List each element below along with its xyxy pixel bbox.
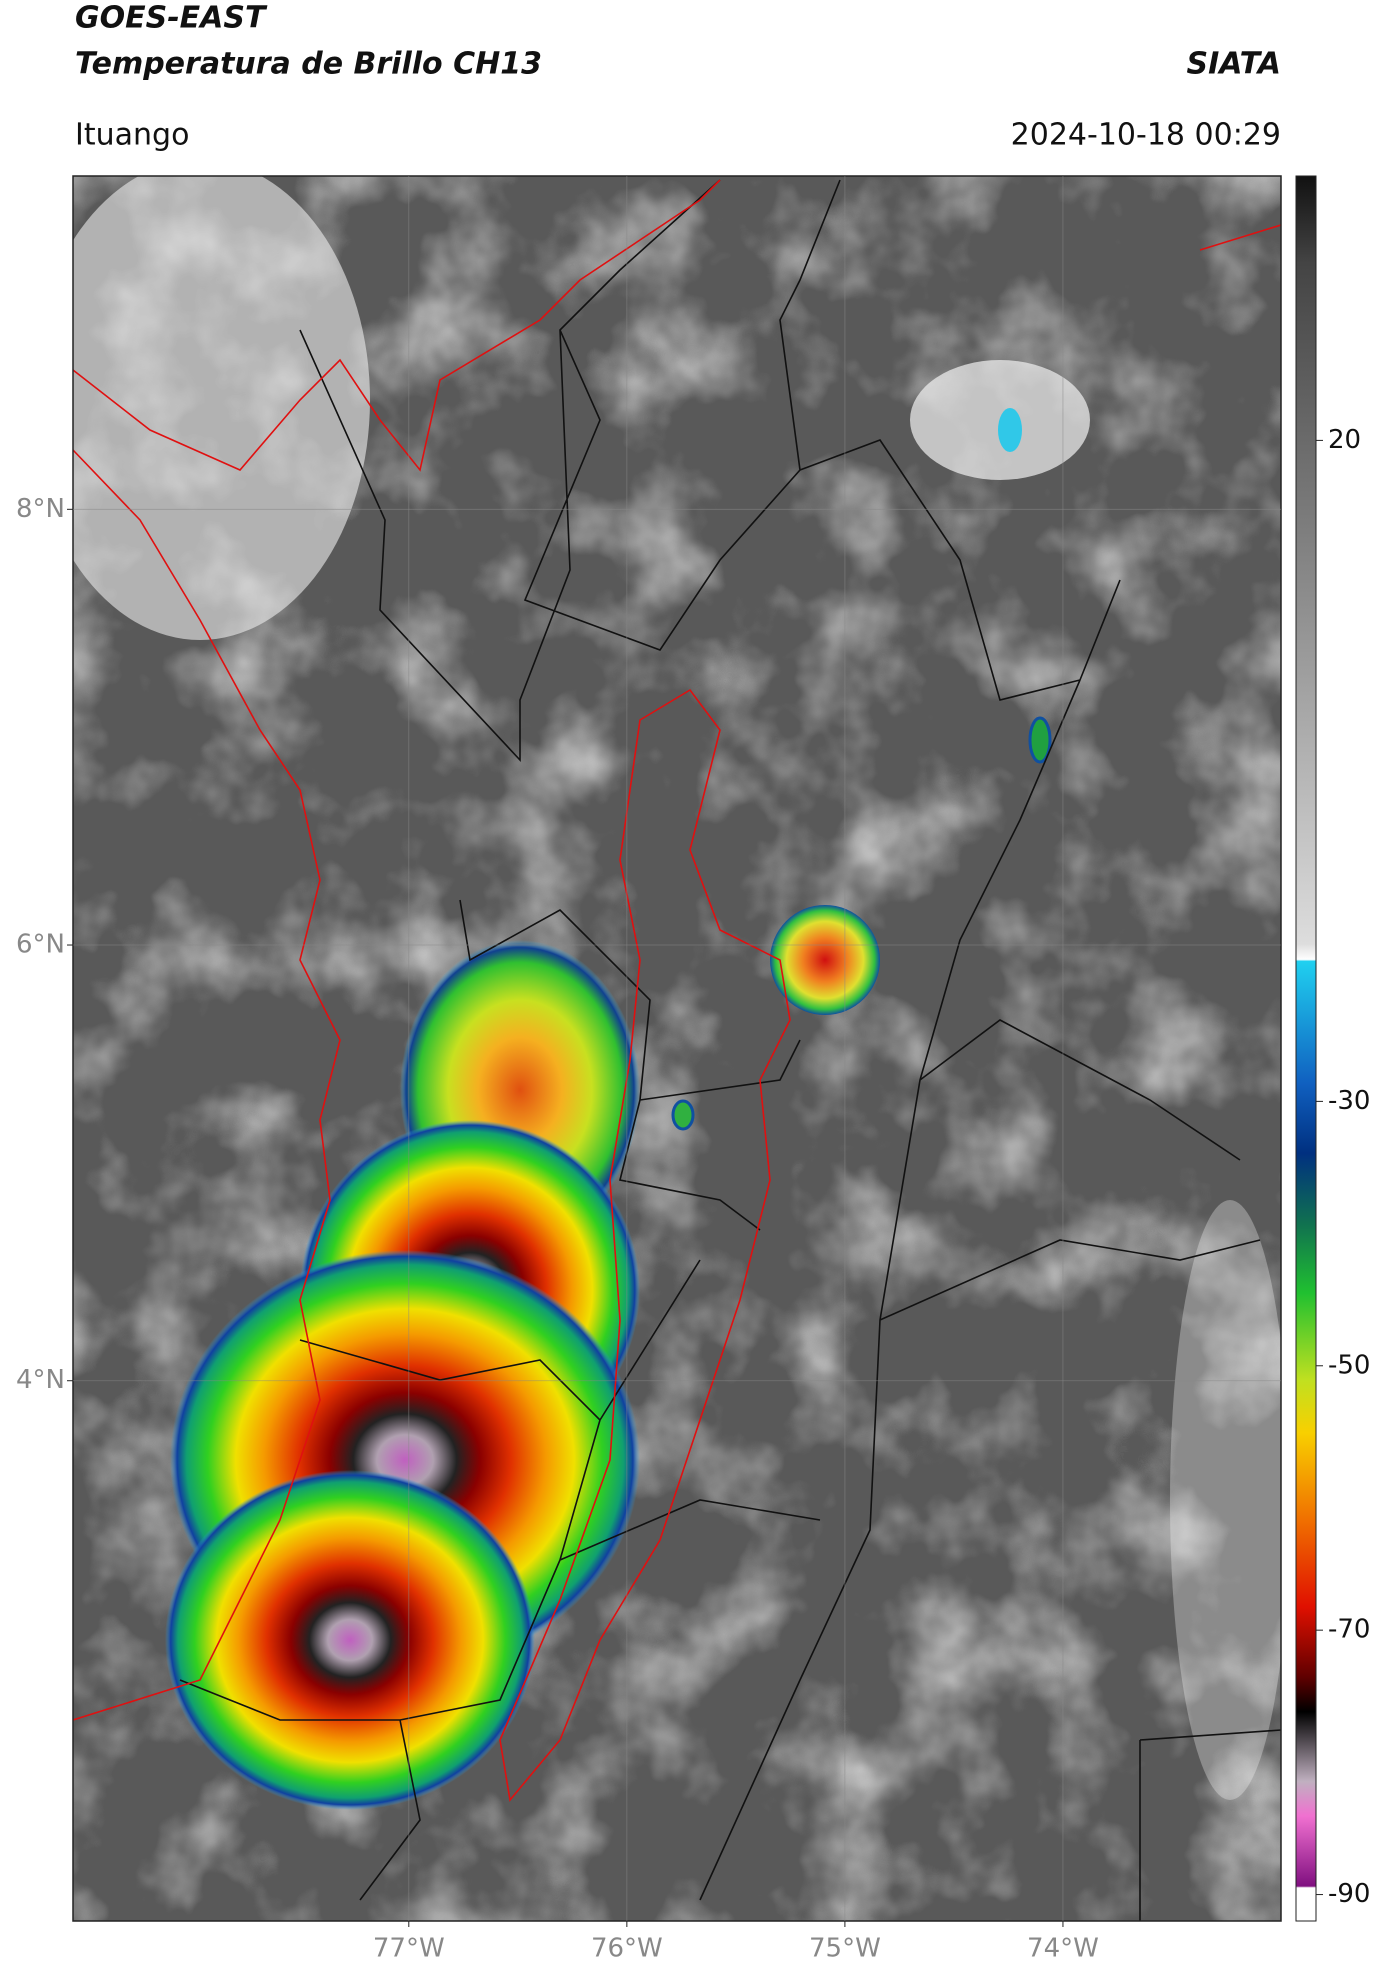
map-frame — [72, 175, 1282, 1922]
storm-cell — [671, 1099, 695, 1131]
x-tick-label: 74°W — [1027, 1934, 1099, 1964]
storm-cell — [1028, 716, 1052, 764]
admin-borders — [179, 179, 1281, 1921]
storm — [770, 905, 880, 1015]
title: GOES-EAST — [75, 1, 268, 36]
storm-cell — [998, 408, 1022, 452]
datetime: 2024-10-18 00:29 — [1011, 118, 1281, 153]
x-tick-label: 77°W — [373, 1934, 445, 1964]
colorbar-tick-label: -30 — [1328, 1086, 1370, 1116]
map — [73, 176, 1281, 1921]
cloud — [73, 176, 370, 640]
colorbar — [1295, 175, 1317, 1922]
y-tick-label: 6°N — [16, 930, 65, 960]
source: SIATA — [1187, 47, 1281, 82]
colorbar-tick-label: 20 — [1328, 425, 1361, 455]
location: Ituango — [75, 118, 189, 153]
y-tick-label: 4°N — [16, 1365, 65, 1395]
colorbar-tick-label: -90 — [1328, 1879, 1370, 1909]
storm — [165, 1470, 535, 1810]
x-tick-label: 75°W — [809, 1934, 881, 1964]
y-tick-label: 8°N — [16, 494, 65, 524]
department-borders — [73, 179, 1281, 1802]
subtitle: Temperatura de Brillo CH13 — [75, 47, 542, 82]
x-tick-label: 76°W — [591, 1934, 663, 1964]
colorbar-tick-label: -50 — [1328, 1350, 1370, 1380]
colorbar-tick-label: -70 — [1328, 1615, 1370, 1645]
cloud — [1170, 1200, 1281, 1800]
